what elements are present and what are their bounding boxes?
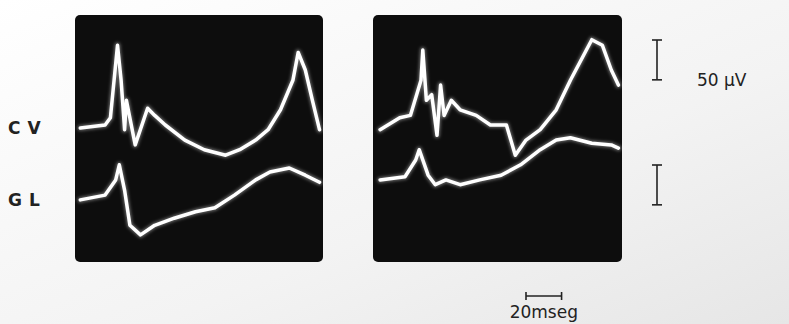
scope-screen <box>75 15 323 262</box>
trace-glow <box>80 165 319 235</box>
scale-bar-cap <box>561 292 563 300</box>
scale-bar-cap <box>652 39 662 41</box>
plot-area <box>380 40 618 185</box>
scale-label-x: 20mseg <box>510 302 578 322</box>
plot-area <box>80 45 319 235</box>
trace-label: CV <box>8 118 48 138</box>
scale-bar-cap <box>652 79 662 81</box>
scale-bar-y <box>656 165 658 205</box>
figure: CV GL 50 µV 20mseg <box>0 0 789 324</box>
background <box>0 0 789 324</box>
scale-bar-cap <box>652 164 662 166</box>
scale-label-y: 50 µV <box>697 70 747 90</box>
trace <box>380 138 618 185</box>
trace-glow <box>380 138 618 185</box>
scope-screen <box>373 15 622 262</box>
scale-bar-cap <box>652 204 662 206</box>
scale-bar-cap <box>525 292 527 300</box>
scale-bar-y <box>656 40 658 80</box>
trace-glow <box>80 45 319 155</box>
trace <box>80 165 319 235</box>
trace-label: GL <box>8 190 47 210</box>
trace <box>80 45 319 155</box>
scale-bar-x <box>526 295 562 297</box>
